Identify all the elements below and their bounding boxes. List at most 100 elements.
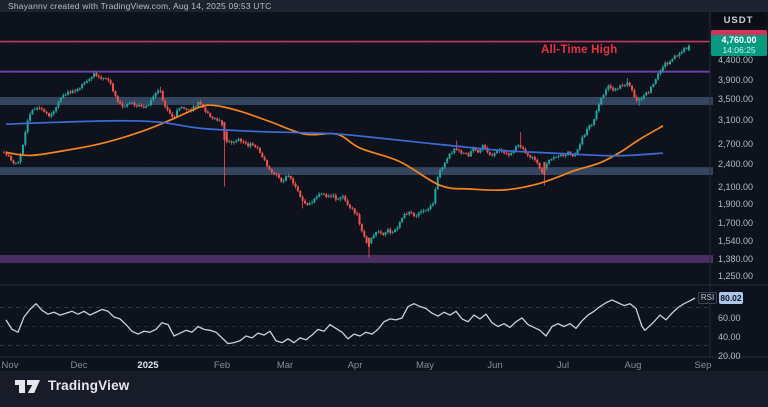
candle-up (642, 95, 645, 99)
candle-down (95, 73, 98, 76)
candle-up (600, 97, 603, 104)
unit-badge: USDT (711, 13, 766, 27)
candle-up (315, 196, 318, 199)
candle-down (353, 208, 356, 214)
candle-down (621, 85, 624, 87)
candle-up (450, 152, 453, 154)
candle-down (185, 108, 188, 110)
ma-slow-line[interactable] (5, 119, 664, 157)
candle-down (488, 152, 491, 155)
candle-up (31, 109, 34, 115)
candle-down (270, 169, 273, 173)
candle-up (493, 153, 496, 156)
candle-down (292, 178, 295, 184)
candle-down (171, 113, 174, 117)
candle-up (429, 205, 432, 209)
rsi-value-badge: 80.02 (719, 291, 743, 304)
candle-up (228, 141, 231, 143)
candle-down (389, 229, 392, 233)
candle-up (308, 203, 311, 205)
candle-up (638, 99, 641, 101)
candle-up (287, 176, 290, 177)
candle-down (225, 131, 228, 142)
candle-down (540, 168, 543, 173)
candle-down (477, 149, 479, 153)
candle-down (159, 90, 162, 92)
time-tick-label: Nov (1, 360, 19, 371)
candle-up (659, 70, 662, 74)
hidden-price-badge (711, 29, 767, 39)
candle-up (557, 156, 560, 157)
candle-down (247, 143, 250, 147)
candle-down (455, 148, 458, 150)
candle-up (578, 144, 581, 150)
candle-up (446, 158, 449, 163)
candle-down (221, 120, 224, 126)
candle-up (235, 140, 238, 143)
candle-up (495, 151, 498, 154)
candle-down (467, 153, 470, 157)
candle-up (332, 195, 335, 197)
price-axis[interactable]: 4,400.00 3,900.00 3,500.00 3,100.00 2,700.00… (718, 0, 768, 380)
candle-up (668, 61, 671, 65)
candle-up (52, 111, 55, 114)
candle-up (439, 169, 442, 178)
candle-up (396, 227, 399, 230)
time-axis[interactable]: Nov Dec 2025 Feb Mar Apr May Jun Jul Aug Sep (0, 360, 768, 373)
candle-down (460, 150, 463, 154)
candle-down (676, 55, 679, 57)
candle-up (249, 143, 252, 147)
candle-up (187, 109, 190, 111)
candle-down (116, 95, 119, 102)
candle-up (337, 199, 340, 200)
candle-down (524, 148, 527, 154)
candle-up (311, 202, 314, 204)
candle-up (66, 91, 69, 95)
candle-down (273, 172, 276, 174)
candle-down (647, 92, 650, 94)
tradingview-logo[interactable]: TradingView (15, 377, 129, 394)
candle-up (126, 103, 129, 107)
candle-up (71, 90, 74, 93)
candle-down (140, 104, 143, 107)
candle-down (410, 211, 413, 213)
candle-down (526, 153, 529, 156)
candle-up (197, 101, 200, 107)
candle-down (43, 109, 46, 112)
candle-up (370, 238, 373, 244)
rsi-tick-label: 60.00 (718, 312, 741, 323)
candle-down (344, 196, 347, 201)
rsi-pane (0, 297, 710, 346)
candle-up (386, 229, 389, 233)
candle-up (623, 85, 626, 86)
candle-down (365, 236, 368, 243)
candle-up (424, 210, 427, 212)
candle-up (420, 211, 423, 213)
candle-down (119, 101, 122, 104)
price-tick-label: 1,540.00 (718, 235, 754, 246)
candle-up (21, 144, 24, 155)
candle-up (130, 102, 133, 104)
candle-down (280, 177, 283, 182)
candle-up (384, 232, 387, 235)
candle-up (78, 87, 81, 89)
candle-up (597, 103, 600, 112)
candle-up (320, 193, 323, 195)
candle-up (607, 85, 610, 90)
candle-up (664, 62, 667, 67)
candle-down (3, 152, 5, 154)
price-tick-label: 3,900.00 (718, 75, 754, 86)
price-tick-label: 1,700.00 (718, 218, 754, 229)
candle-up (57, 101, 60, 108)
candle-down (204, 107, 207, 112)
rsi-line[interactable] (5, 297, 696, 345)
candle-up (616, 88, 619, 90)
candle-down (230, 141, 233, 143)
candle-up (403, 213, 406, 219)
candle-up (531, 157, 534, 159)
candle-up (604, 89, 607, 95)
candle-up (408, 211, 411, 215)
candle-down (536, 159, 539, 163)
candle-up (650, 86, 653, 93)
